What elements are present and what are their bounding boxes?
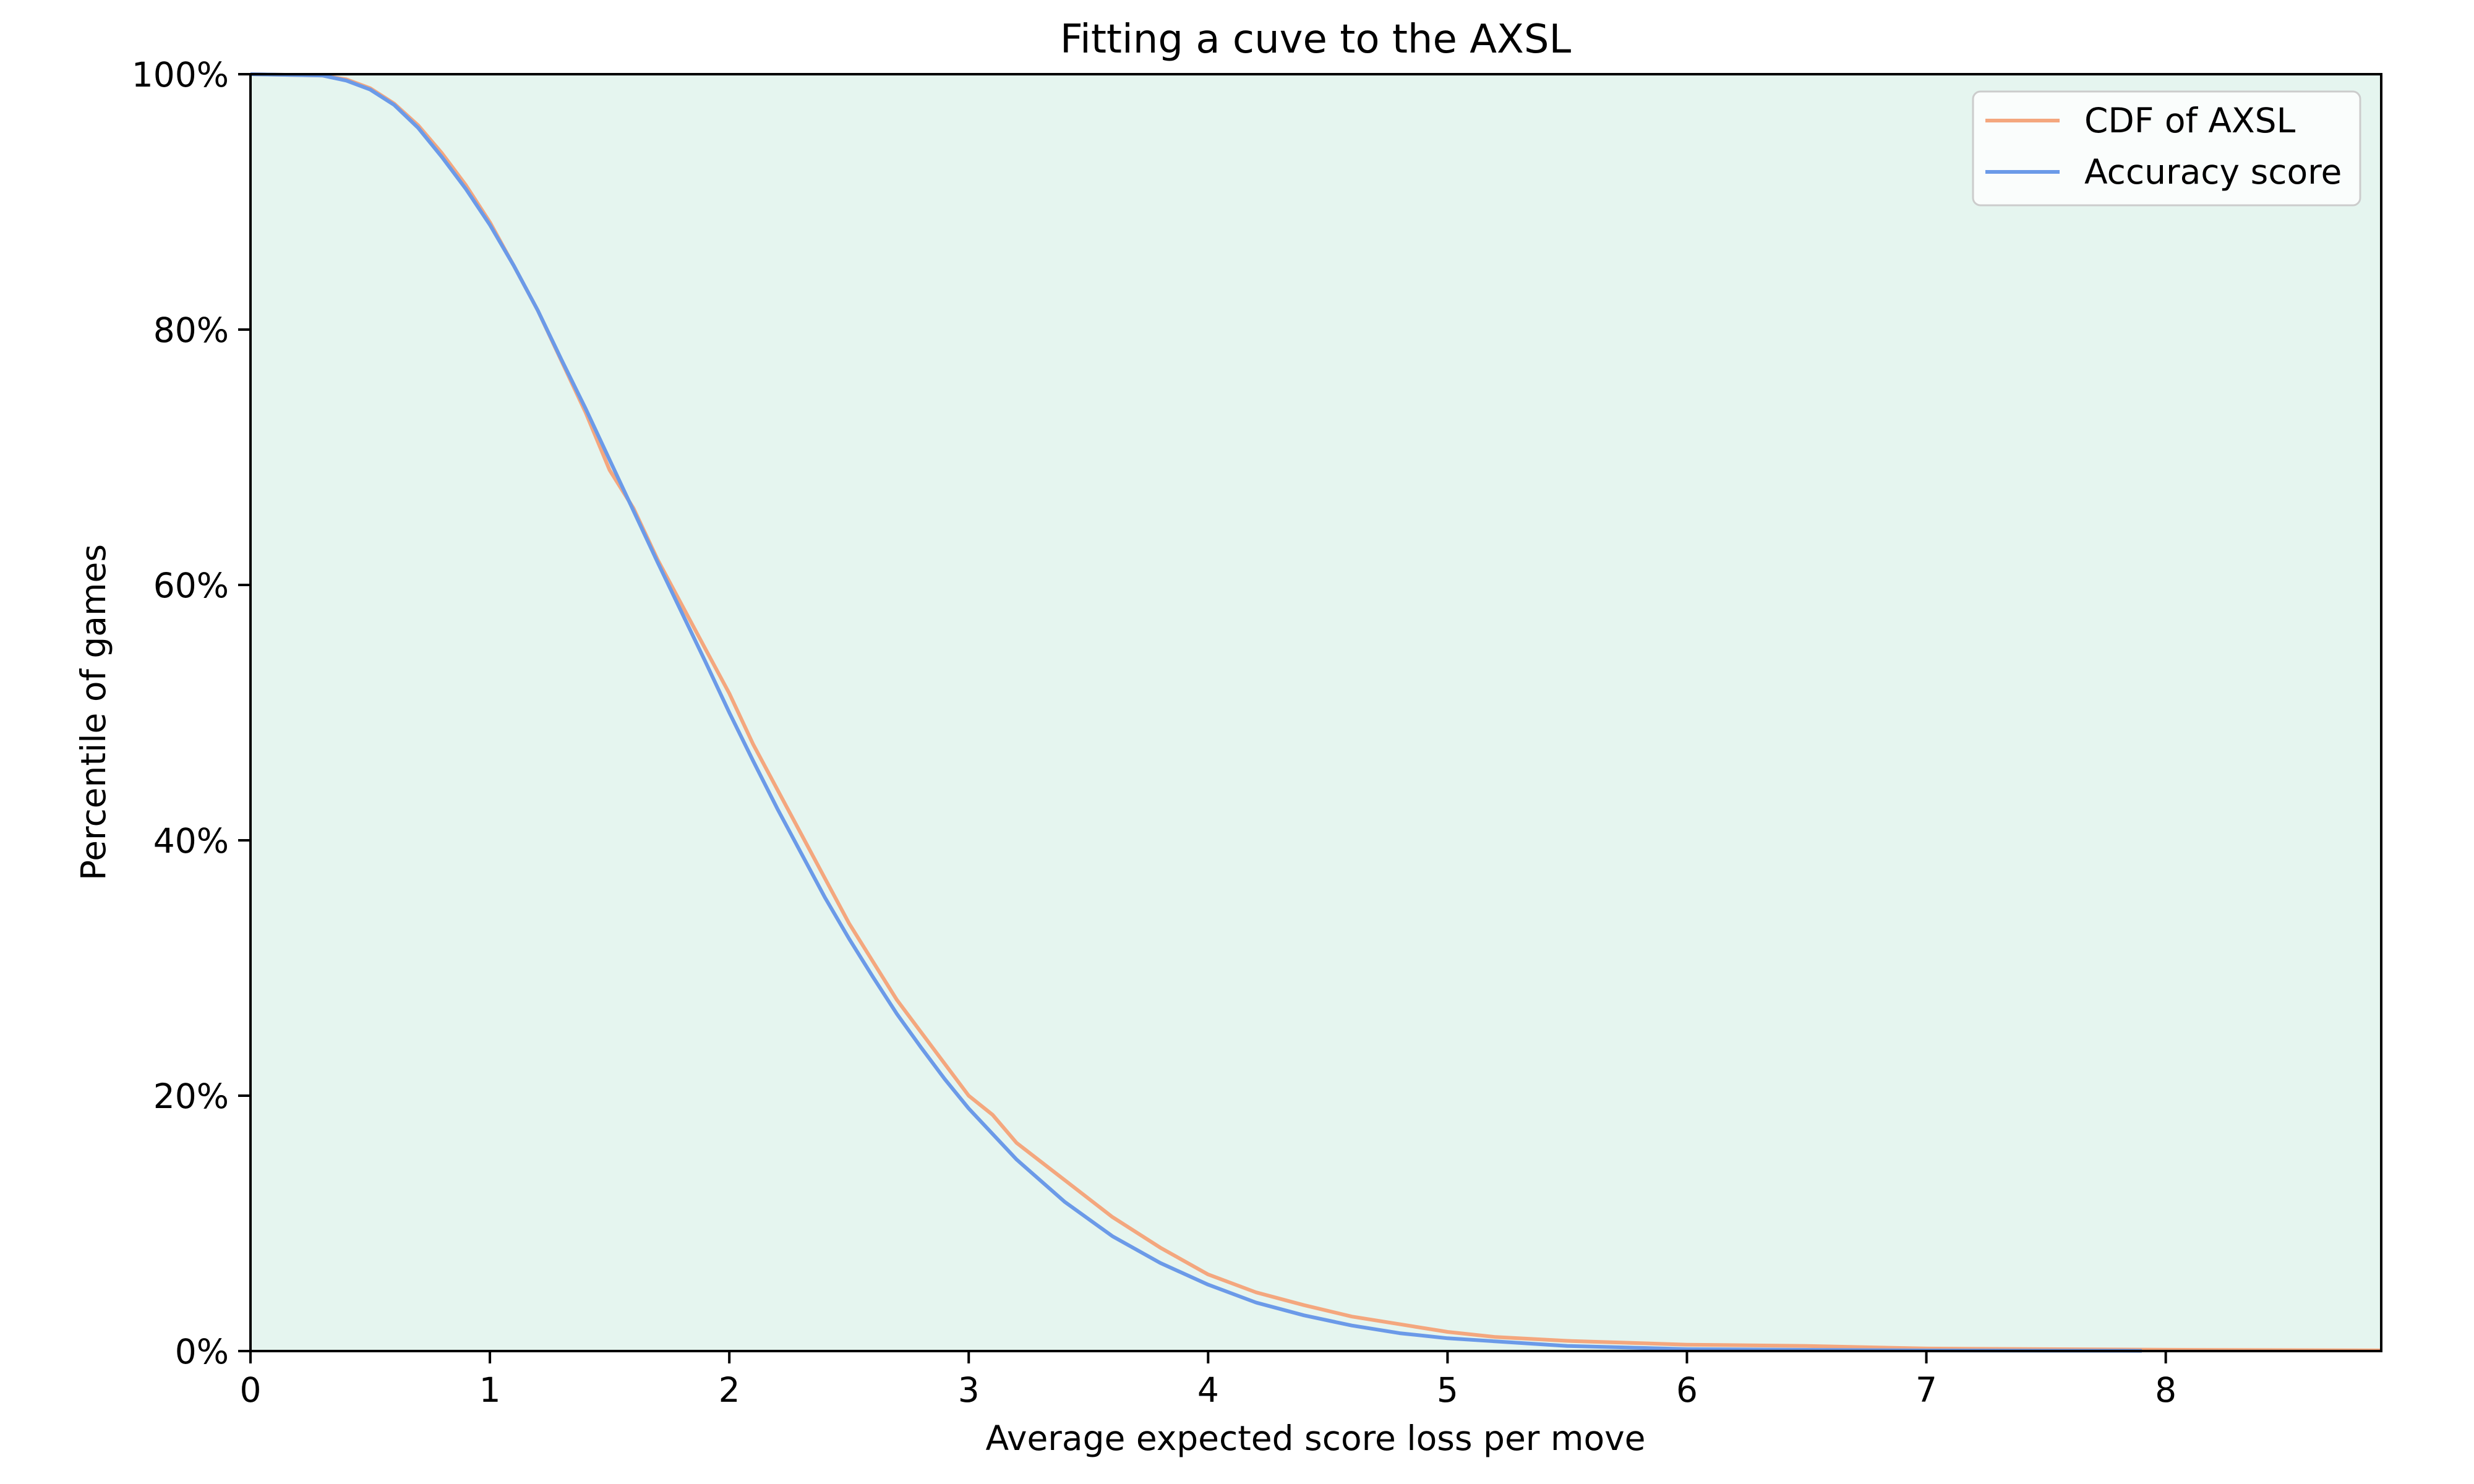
- x-tick-label: 0: [240, 1370, 262, 1410]
- x-tick-label: 2: [719, 1370, 740, 1410]
- y-axis-label: Percentile of games: [74, 544, 113, 881]
- x-tick-label: 6: [1676, 1370, 1698, 1410]
- plot-area-frame: [249, 73, 2382, 1352]
- x-tick-label: 3: [958, 1370, 980, 1410]
- x-tick-label: 1: [479, 1370, 501, 1410]
- y-tick-label: 40%: [153, 821, 229, 861]
- x-tick-label: 8: [2155, 1370, 2177, 1410]
- y-tick-label: 100%: [132, 55, 229, 95]
- x-axis-label: Average expected score loss per move: [986, 1418, 1646, 1458]
- plot-area-background: [250, 74, 2381, 1351]
- chart-title: Fitting a cuve to the AXSL: [1060, 17, 1572, 62]
- legend-box: [1972, 90, 2361, 207]
- x-axis: 0 1 2 3 4 5 6 7 8: [240, 1351, 2177, 1410]
- y-tick-label: 80%: [153, 310, 229, 350]
- legend-label-cdf: CDF of AXSL: [2084, 101, 2296, 140]
- series-lines: [250, 72, 2382, 1353]
- x-tick-label: 7: [1915, 1370, 1937, 1410]
- legend-label-accuracy: Accuracy score: [2084, 152, 2342, 192]
- x-tick-label: 5: [1437, 1370, 1458, 1410]
- x-tick-label: 4: [1197, 1370, 1219, 1410]
- series-line-1: [250, 72, 2142, 1353]
- y-tick-label: 0%: [175, 1332, 229, 1371]
- y-tick-label: 20%: [153, 1077, 229, 1116]
- legend: CDF of AXSL Accuracy score: [1972, 90, 2361, 207]
- y-axis: 0% 20% 40% 60% 80% 100%: [132, 55, 250, 1371]
- y-tick-label: 60%: [153, 566, 229, 605]
